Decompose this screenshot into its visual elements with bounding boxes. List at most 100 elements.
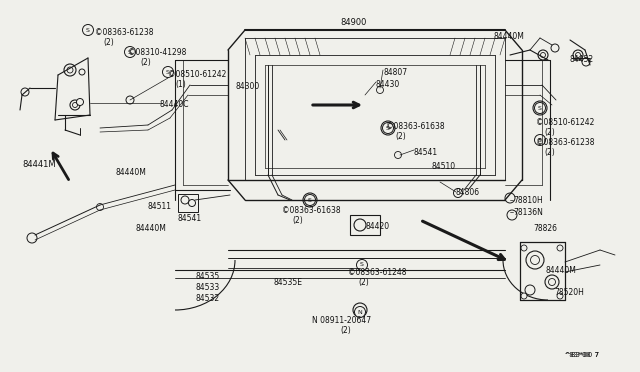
Text: N: N xyxy=(358,310,362,314)
Text: 78826: 78826 xyxy=(533,224,557,233)
Circle shape xyxy=(303,193,317,207)
Circle shape xyxy=(356,260,367,270)
Circle shape xyxy=(394,151,401,158)
Bar xyxy=(350,215,380,235)
Text: ©08310-41298: ©08310-41298 xyxy=(128,48,186,57)
Text: 84900: 84900 xyxy=(340,18,366,27)
Circle shape xyxy=(521,245,527,251)
Text: 84440M: 84440M xyxy=(135,224,166,233)
Circle shape xyxy=(534,135,545,145)
Text: 84440M: 84440M xyxy=(494,32,525,41)
Text: 84806: 84806 xyxy=(456,188,480,197)
Text: S: S xyxy=(538,106,542,110)
Circle shape xyxy=(355,307,365,317)
Text: S: S xyxy=(166,70,170,74)
Circle shape xyxy=(72,103,77,108)
Circle shape xyxy=(354,219,366,231)
Text: S: S xyxy=(360,263,364,267)
Circle shape xyxy=(521,293,527,299)
Text: 84510: 84510 xyxy=(432,162,456,171)
Text: S: S xyxy=(128,49,132,55)
Circle shape xyxy=(305,195,316,205)
Circle shape xyxy=(83,25,93,35)
Text: (2): (2) xyxy=(103,38,114,47)
Text: (2): (2) xyxy=(544,148,555,157)
Text: 84532: 84532 xyxy=(196,294,220,303)
Circle shape xyxy=(557,293,563,299)
Text: 78520H: 78520H xyxy=(554,288,584,297)
Circle shape xyxy=(27,233,37,243)
Circle shape xyxy=(538,50,548,60)
Circle shape xyxy=(575,52,580,58)
Circle shape xyxy=(97,203,104,211)
Circle shape xyxy=(79,69,85,75)
Text: 78136N: 78136N xyxy=(513,208,543,217)
Text: S: S xyxy=(386,125,390,131)
Text: 84420: 84420 xyxy=(366,222,390,231)
Circle shape xyxy=(541,52,545,58)
Circle shape xyxy=(505,193,515,203)
Text: 84440C: 84440C xyxy=(160,100,189,109)
Circle shape xyxy=(534,103,545,113)
Text: (2): (2) xyxy=(340,326,351,335)
Circle shape xyxy=(582,58,590,66)
Text: 84511: 84511 xyxy=(148,202,172,211)
Text: ^83*00 7: ^83*00 7 xyxy=(565,352,599,358)
Circle shape xyxy=(548,279,556,285)
Text: (2): (2) xyxy=(140,58,151,67)
Circle shape xyxy=(70,100,80,110)
Circle shape xyxy=(64,64,76,76)
Text: ©08363-61638: ©08363-61638 xyxy=(386,122,445,131)
Circle shape xyxy=(573,50,583,60)
Circle shape xyxy=(381,121,395,135)
Text: 84541: 84541 xyxy=(177,214,201,223)
Circle shape xyxy=(551,44,559,52)
Text: 84541: 84541 xyxy=(414,148,438,157)
Text: S: S xyxy=(538,138,542,142)
Text: 84452: 84452 xyxy=(570,55,594,64)
Text: 78810H: 78810H xyxy=(513,196,543,205)
Circle shape xyxy=(525,285,535,295)
Circle shape xyxy=(507,210,517,220)
Text: ©08363-61238: ©08363-61238 xyxy=(95,28,154,37)
Text: 84300: 84300 xyxy=(236,82,260,91)
Bar xyxy=(178,194,198,212)
Circle shape xyxy=(67,67,73,73)
Text: 84440M: 84440M xyxy=(115,168,146,177)
Text: (2): (2) xyxy=(292,216,303,225)
Circle shape xyxy=(163,67,173,77)
Text: (2): (2) xyxy=(544,128,555,137)
Text: ©08363-61248: ©08363-61248 xyxy=(348,268,406,277)
Circle shape xyxy=(189,199,195,206)
Text: 84430: 84430 xyxy=(376,80,400,89)
Circle shape xyxy=(376,87,383,93)
Circle shape xyxy=(181,196,189,204)
Text: 84533: 84533 xyxy=(196,283,220,292)
Circle shape xyxy=(353,303,367,317)
Circle shape xyxy=(21,88,29,96)
Text: ©08363-61638: ©08363-61638 xyxy=(282,206,340,215)
Circle shape xyxy=(383,122,394,134)
Text: ^83*00 7: ^83*00 7 xyxy=(565,352,599,358)
Text: ©08510-61242: ©08510-61242 xyxy=(168,70,227,79)
Circle shape xyxy=(533,101,547,115)
Text: ©08363-61238: ©08363-61238 xyxy=(536,138,595,147)
Text: ©08510-61242: ©08510-61242 xyxy=(536,118,595,127)
Circle shape xyxy=(531,256,540,264)
Text: (1): (1) xyxy=(175,80,186,89)
Circle shape xyxy=(526,251,544,269)
Circle shape xyxy=(125,46,136,58)
Text: 84807: 84807 xyxy=(383,68,407,77)
Circle shape xyxy=(545,275,559,289)
Circle shape xyxy=(557,245,563,251)
Text: N 08911-20647: N 08911-20647 xyxy=(312,316,371,325)
Text: (2): (2) xyxy=(358,278,369,287)
Text: 84535: 84535 xyxy=(196,272,220,281)
Text: 84440M: 84440M xyxy=(546,266,577,275)
Text: 84535E: 84535E xyxy=(274,278,303,287)
Text: S: S xyxy=(308,198,312,202)
Circle shape xyxy=(77,99,83,106)
Text: S: S xyxy=(86,28,90,32)
Text: 84441M: 84441M xyxy=(22,160,56,169)
Circle shape xyxy=(126,96,134,104)
